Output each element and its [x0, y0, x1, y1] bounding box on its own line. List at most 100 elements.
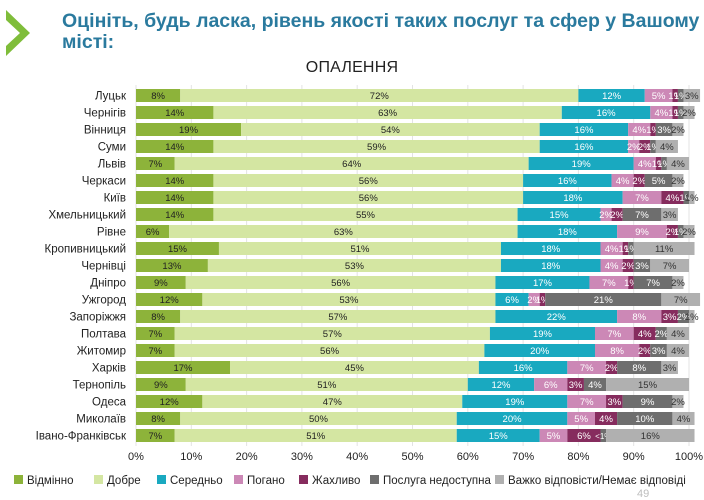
bar-segment-Середньо [495, 310, 618, 323]
data-label: 4% [616, 176, 630, 187]
data-label: 9% [154, 278, 168, 289]
bar-segment-Важко відповісти/Немає відповіді [666, 327, 689, 340]
bar-segment-Середньо [578, 89, 645, 102]
category-label: Запоріжжя [69, 312, 126, 324]
data-label: 15% [168, 244, 188, 255]
bar-segment-Середньо [478, 361, 568, 374]
data-label: 54% [381, 125, 401, 136]
legend-label: Відмінно [27, 475, 74, 487]
bar-segment-Добре [185, 276, 496, 289]
bar-segment-Добре [169, 225, 518, 238]
data-label: 18% [558, 227, 578, 238]
bar-segment-Важко відповісти/Немає відповіді [683, 106, 695, 119]
bar-segment-Відмінно [136, 123, 242, 136]
data-label: 5% [574, 414, 588, 425]
bar-segment-Середньо [495, 293, 529, 306]
legend-swatch [234, 475, 243, 484]
data-label: 21% [594, 295, 614, 306]
data-label: 14% [165, 210, 185, 221]
data-label: 2% [638, 142, 652, 153]
data-label: 3% [569, 380, 583, 391]
bar-segment-Середньо [523, 191, 623, 204]
category-label: Дніпро [90, 278, 126, 290]
data-label: 4% [599, 414, 613, 425]
bar-segment-Відмінно [136, 429, 175, 442]
data-label: 51% [317, 380, 337, 391]
data-label: 3% [663, 312, 677, 323]
data-label: 4% [638, 329, 652, 340]
bar-segment-Погано [594, 327, 634, 340]
bar-segment-Жахливо [539, 293, 546, 306]
legend-label: Важко відповісти/Немає відповіді [508, 475, 686, 487]
bar-segment-Добре [174, 429, 457, 442]
data-label: 7% [580, 397, 594, 408]
bar-segment-Погано [628, 140, 640, 153]
bar-segment-Погано [617, 310, 662, 323]
bar-segment-Важко відповісти/Немає відповіді [683, 225, 695, 238]
data-label: 1% [679, 193, 693, 204]
category-label: Хмельницький [48, 210, 126, 222]
data-label: 19% [533, 329, 553, 340]
bar-segment-Жахливо [594, 412, 618, 425]
bar-segment-Середньо [456, 429, 540, 442]
data-label: 4% [671, 159, 685, 170]
bar-segment-Добре [207, 259, 501, 272]
bar-segment-Жахливо [567, 429, 601, 442]
bar-segment-Добре [174, 327, 490, 340]
x-tick-label: 90% [623, 451, 645, 463]
data-label: 12% [602, 91, 622, 102]
bar-segment-Послуга недоступна [677, 225, 684, 238]
data-label: 47% [323, 397, 343, 408]
bar-segment-Важко відповісти/Немає відповіді [689, 191, 695, 204]
category-label: Кропивницький [45, 244, 126, 256]
data-label: 6% [544, 380, 558, 391]
data-label: 16% [574, 142, 594, 153]
bar-segment-Середньо [489, 327, 595, 340]
bar-segment-Жахливо [611, 208, 623, 221]
bar-segment-Добре [230, 361, 479, 374]
bar-segment-Жахливо [672, 106, 678, 119]
bar-segment-Важко відповісти/Немає відповіді [683, 89, 701, 102]
bar-segment-Жахливо [633, 327, 656, 340]
bar-segment-Відмінно [136, 106, 214, 119]
bar-segment-Погано [594, 344, 640, 357]
bar-segment-Важко відповісти/Немає відповіді [672, 395, 684, 408]
category-label: Черкаси [82, 176, 126, 188]
bar-segment-Добре [213, 174, 524, 187]
chevron-arrow-icon [6, 10, 30, 56]
bar-segment-Погано [567, 395, 607, 408]
bar-segment-Відмінно [136, 208, 214, 221]
data-label: 1% [619, 244, 633, 255]
bar-segment-Погано [617, 225, 667, 238]
data-label: 2% [527, 295, 541, 306]
bar-segment-Відмінно [136, 378, 186, 391]
data-label: 17% [173, 363, 193, 374]
x-tick-label: 40% [346, 451, 368, 463]
bar-segment-Послуга недоступна [633, 259, 651, 272]
bar-segment-Відмінно [136, 225, 170, 238]
data-label: 56% [359, 193, 379, 204]
data-label: 72% [370, 91, 390, 102]
data-label: 4% [632, 125, 646, 136]
data-label: 1% [674, 227, 688, 238]
bar-segment-Послуга недоступна [683, 191, 689, 204]
data-label: 55% [356, 210, 376, 221]
data-label: 8% [610, 346, 624, 357]
data-label: 1% [685, 312, 699, 323]
bar-segment-Важко відповісти/Немає відповіді [689, 310, 695, 323]
bar-segment-Жахливо [633, 174, 645, 187]
bar-segment-Середньо [517, 225, 618, 238]
bar-segment-Послуга недоступна [600, 429, 607, 442]
data-label: 15% [638, 380, 658, 391]
data-label: 7% [148, 431, 162, 442]
data-label: 16% [641, 431, 661, 442]
data-label: 12% [491, 380, 511, 391]
x-tick-label: 80% [567, 451, 589, 463]
data-label: 4% [654, 108, 668, 119]
bar-segment-Добре [180, 310, 496, 323]
data-label: 7% [602, 278, 616, 289]
bar-segment-Середньо [523, 174, 612, 187]
bar-segment-Послуга недоступна [628, 242, 634, 255]
chart-title: ОПАЛЕННЯ [305, 59, 399, 76]
data-label: 19% [179, 125, 199, 136]
